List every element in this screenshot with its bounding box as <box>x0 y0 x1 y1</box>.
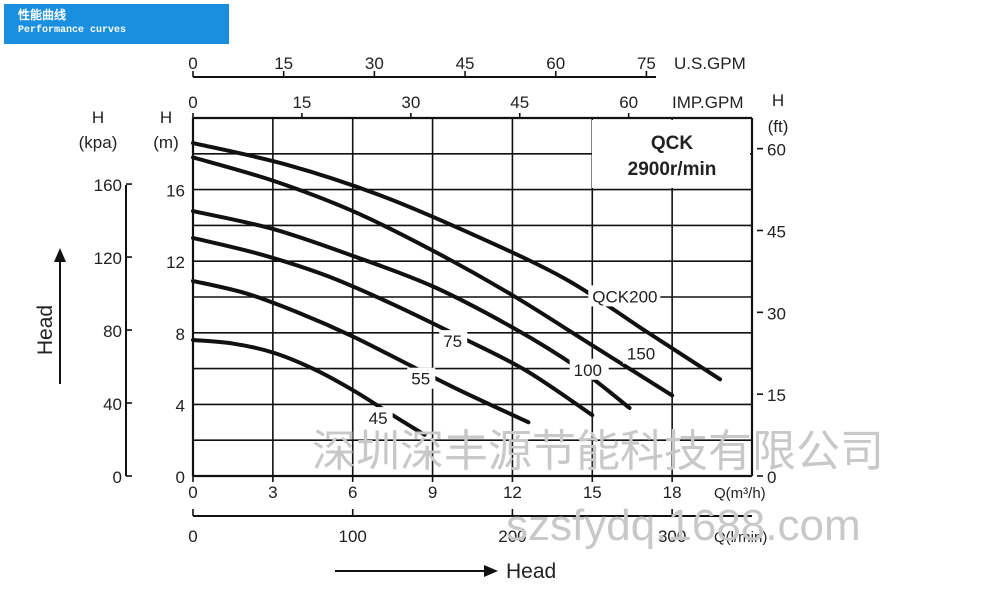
curve-label-55: 55 <box>411 370 430 389</box>
y-kpa-axis-label: H <box>92 108 104 127</box>
watermark-company: 深圳深丰源节能科技有限公司 <box>312 427 884 476</box>
top-impgpm-axis-label: IMP.GPM <box>672 93 743 112</box>
model-box <box>592 120 750 188</box>
y-tick-label: 0 <box>176 468 185 487</box>
curve-75 <box>191 235 595 418</box>
y-ft-tick-label: 0 <box>767 468 776 487</box>
curve-label-bg <box>407 367 436 389</box>
x-secondary-tick-label: 100 <box>339 527 367 546</box>
x-secondary-tick-label: 0 <box>188 527 197 546</box>
curve-label-100: 100 <box>574 361 602 380</box>
y-kpa-tick-label: 120 <box>94 249 122 268</box>
top-impgpm-tick-label: 30 <box>401 93 420 112</box>
title-banner: 性能曲线 Performance curves <box>4 4 229 44</box>
y-kpa-tick-label: 160 <box>94 176 122 195</box>
top-usgpm-tick-label: 15 <box>274 54 293 73</box>
y-kpa-tick-label: 80 <box>103 322 122 341</box>
top-impgpm-tick-label: 15 <box>292 93 311 112</box>
y-kpa-axis-unit: (kpa) <box>79 133 118 152</box>
top-usgpm-tick-label: 60 <box>546 54 565 73</box>
title-chinese: 性能曲线 <box>18 9 67 23</box>
y-ft-tick-label: 60 <box>767 141 786 160</box>
y-ft-tick-label: 45 <box>767 222 786 241</box>
curve-label-bg <box>364 407 393 429</box>
x-secondary-axis-label: Q(l/min) <box>714 529 767 546</box>
curve-label-bg <box>439 330 468 352</box>
y-kpa-tick-label: 40 <box>103 395 122 414</box>
x-secondary-tick-label: 300 <box>658 527 686 546</box>
curve-label-75: 75 <box>443 332 462 351</box>
x-axis-label: Q(m³/h) <box>714 485 766 502</box>
y-axis-label: H <box>160 108 172 127</box>
curve-label-qck200: QCK200 <box>592 287 657 306</box>
y-axis-unit: (m) <box>153 133 178 152</box>
top-usgpm-tick-label: 75 <box>637 54 656 73</box>
bottom-axis-arrow-head <box>484 565 498 577</box>
top-impgpm-tick-label: 45 <box>510 93 529 112</box>
title-english: Performance curves <box>18 25 127 36</box>
y-ft-tick-label: 30 <box>767 304 786 323</box>
curve-label-150: 150 <box>627 345 655 364</box>
y-kpa-tick-label: 0 <box>113 468 122 487</box>
curve-qck200 <box>191 141 723 382</box>
curve-label-bg <box>622 342 662 364</box>
top-usgpm-axis-label: U.S.GPM <box>674 54 746 73</box>
top-usgpm-tick-label: 45 <box>456 54 475 73</box>
curve-150 <box>191 155 675 398</box>
top-usgpm-tick-label: 30 <box>365 54 384 73</box>
curve-55 <box>191 278 531 425</box>
watermark-url: szsfydq.1688.com <box>506 501 861 550</box>
curve-label-bg <box>569 358 609 380</box>
y-ft-tick-label: 15 <box>767 386 786 405</box>
model-name: QCK <box>651 133 694 154</box>
top-impgpm-tick-label: 0 <box>188 93 197 112</box>
left-axis-arrow-head <box>54 248 66 262</box>
x-tick-label: 9 <box>428 483 437 502</box>
x-secondary-tick-label: 200 <box>498 527 526 546</box>
y-tick-label: 12 <box>166 253 185 272</box>
x-tick-label: 18 <box>663 483 682 502</box>
top-usgpm-tick-label: 0 <box>188 54 197 73</box>
x-tick-label: 0 <box>188 483 197 502</box>
y-ft-axis-label: H <box>772 91 784 110</box>
top-impgpm-tick-label: 60 <box>619 93 638 112</box>
x-tick-label: 3 <box>268 483 277 502</box>
x-tick-label: 12 <box>503 483 522 502</box>
y-tick-label: 4 <box>176 396 185 415</box>
model-speed: 2900r/min <box>628 159 717 180</box>
y-ft-axis-unit: (ft) <box>768 117 789 136</box>
y-tick-label: 16 <box>166 182 185 201</box>
curve-label-bg <box>588 285 661 307</box>
curve-label-45: 45 <box>369 409 388 428</box>
bottom-axis-title: Head <box>506 560 556 583</box>
left-axis-title: Head <box>34 305 57 355</box>
x-tick-label: 6 <box>348 483 357 502</box>
x-tick-label: 15 <box>583 483 602 502</box>
y-tick-label: 8 <box>176 325 185 344</box>
